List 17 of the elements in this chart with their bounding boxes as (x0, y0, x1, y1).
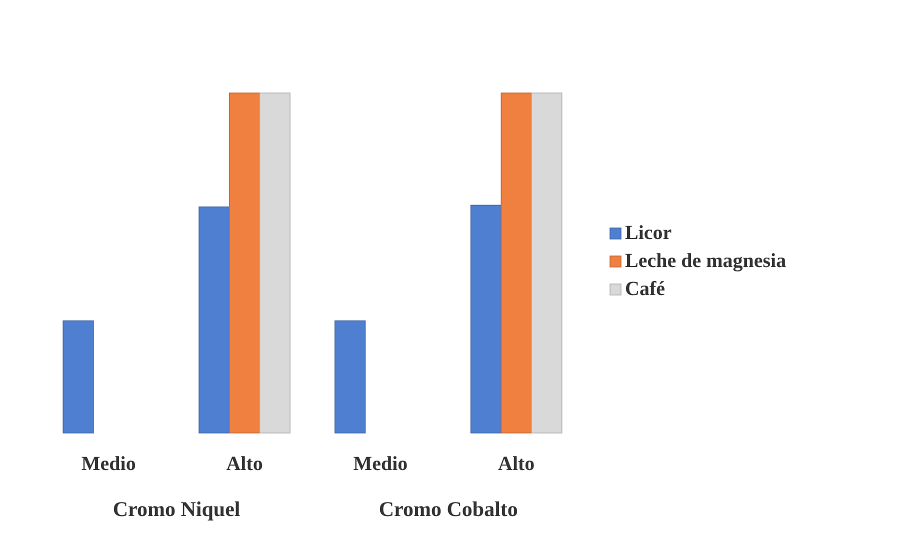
bar (62, 320, 94, 434)
text: Cromo Niquel (112, 497, 240, 521)
bar (228, 92, 260, 434)
x-tick-label: Alto (226, 453, 263, 475)
x-tick-label: Medio (353, 453, 408, 475)
legend-label: Licor (625, 222, 672, 244)
x-tick-label: Alto (498, 453, 535, 475)
bar (500, 92, 532, 434)
legend-label: Leche de magnesia (625, 250, 786, 272)
x-tick-label: Medio (81, 453, 136, 475)
text: Cromo Cobalto (378, 497, 518, 521)
legend-label: Café (625, 278, 666, 300)
bar (334, 320, 366, 434)
bar (198, 206, 230, 434)
bar (259, 92, 290, 434)
bar (531, 92, 562, 434)
bar (470, 204, 502, 434)
